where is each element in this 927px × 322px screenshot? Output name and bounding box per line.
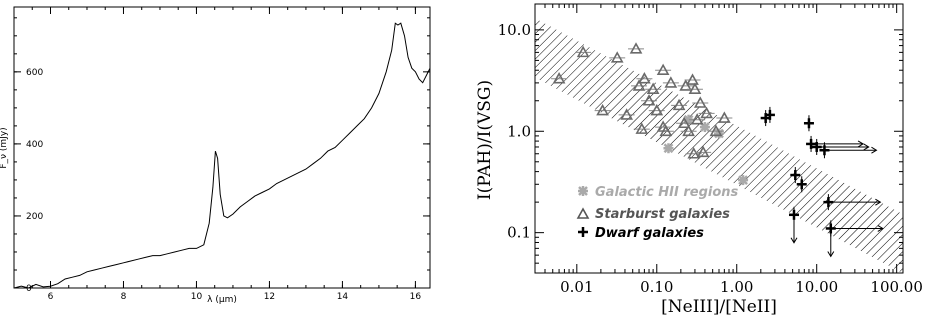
- limit-arrowhead-right: [863, 143, 870, 151]
- legend-label-galactic-hii: Galactic HII regions: [595, 185, 739, 200]
- spectrum-panel: 6 8 10 12 14 16 0 200 400 600 λ (μm) F_ν (mJy): [0, 6, 431, 305]
- limit-arrowhead-right: [857, 140, 865, 148]
- spectrum-x-tick-label: 16: [410, 292, 422, 302]
- starburst-point: [642, 94, 656, 106]
- asterisk-stroke: [663, 143, 674, 154]
- scatter-panel: 0.01 0.10 1.00 10.00 100.00 0.1 1.0 10.0 [NeIII…: [475, 3, 923, 317]
- spectrum-plot-frame: [13, 6, 431, 289]
- starburst-point: [688, 82, 702, 94]
- spectrum-axis-ticks: 6 8 10 12 14 16 0 200 400 600: [13, 7, 430, 302]
- starburst-point: [700, 106, 713, 119]
- scatter-y-tick-label: 1.0: [507, 122, 531, 140]
- starburst-point: [552, 72, 566, 84]
- galactic-hii-point: [699, 122, 710, 133]
- spectrum-y-tick-label: 0: [26, 284, 32, 294]
- spectrum-line: [14, 22, 430, 288]
- spectrum-x-axis-label: λ (μm): [207, 295, 237, 305]
- asterisk-marker-icon: [578, 186, 588, 196]
- starburst-point: [677, 116, 691, 129]
- starburst-point: [664, 76, 678, 88]
- asterisk-stroke: [738, 175, 748, 185]
- starburst-point: [629, 42, 643, 54]
- scatter-x-tick-label: 100.00: [870, 278, 923, 296]
- scatter-legend: Galactic HII regions Starburst galaxies …: [576, 185, 739, 241]
- limit-arrowhead-down: [790, 237, 798, 244]
- spectrum-y-tick-label: 600: [26, 68, 43, 78]
- scatter-x-axis-label: [NeIII]/[NeII]: [661, 297, 777, 317]
- scatter-y-tick-label: 0.1: [507, 224, 531, 242]
- legend-label-starburst: Starburst galaxies: [595, 207, 730, 222]
- limit-arrowhead-right: [875, 198, 882, 206]
- dwarf-point: [803, 118, 814, 129]
- starburst-point: [687, 147, 701, 159]
- spectrum-x-tick-label: 14: [337, 292, 349, 302]
- starburst-point: [686, 73, 699, 85]
- triangle-marker-icon: [576, 207, 590, 219]
- starburst-point: [576, 45, 590, 58]
- cross-marker-icon: [578, 227, 588, 237]
- spectrum-x-tick-label: 10: [191, 292, 203, 302]
- scatter-y-axis-label: I(PAH)/I(VSG): [475, 80, 495, 200]
- starburst-point: [646, 82, 660, 94]
- starburst-point: [690, 113, 704, 125]
- spectrum-x-tick-label: 8: [121, 292, 127, 302]
- starburst-point: [638, 72, 651, 84]
- dwarf-point: [796, 179, 807, 190]
- legend-item-galactic-hii: Galactic HII regions: [578, 185, 739, 200]
- starburst-point: [717, 111, 731, 123]
- dwarf-point: [790, 170, 801, 181]
- dwarf-point: [764, 109, 775, 120]
- legend-item-starburst: Starburst galaxies: [576, 207, 730, 222]
- galactic-hii-point: [663, 143, 674, 154]
- starburst-point: [656, 63, 670, 76]
- spectrum-y-tick-label: 400: [26, 140, 43, 150]
- starburst-point: [672, 98, 686, 111]
- galactic-hii-point: [714, 128, 724, 139]
- scatter-x-tick-label: 0.01: [560, 278, 593, 296]
- correlation-band: [535, 18, 903, 273]
- legend-item-dwarf: Dwarf galaxies: [578, 226, 704, 241]
- scatter-x-tick-label: 10.00: [795, 278, 838, 296]
- asterisk-stroke: [700, 122, 710, 132]
- legend-label-dwarf: Dwarf galaxies: [595, 226, 704, 241]
- limit-arrowhead-right: [871, 146, 878, 154]
- spectrum-y-tick-label: 200: [26, 212, 43, 222]
- spectrum-y-axis-label: F_ν (mJy): [0, 127, 9, 168]
- scatter-x-tick-label: 1.00: [720, 278, 753, 296]
- starburst-point: [620, 108, 634, 120]
- limit-arrowhead-right: [877, 225, 884, 232]
- scatter-x-tick-label: 0.10: [640, 278, 673, 296]
- starburst-point: [610, 51, 624, 63]
- starburst-point: [693, 96, 707, 108]
- starburst-point: [696, 145, 710, 158]
- limit-arrowhead-down: [827, 251, 835, 258]
- starburst-point: [659, 124, 673, 137]
- starburst-point: [709, 124, 723, 137]
- starburst-point: [632, 79, 646, 91]
- starburst-point: [650, 103, 664, 116]
- starburst-point: [596, 103, 609, 116]
- scatter-points: [551, 42, 884, 258]
- starburst-point: [679, 79, 693, 91]
- galactic-hii-point: [738, 175, 749, 186]
- spectrum-x-tick-label: 6: [48, 292, 54, 302]
- scatter-y-tick-label: 10.0: [498, 21, 531, 39]
- starburst-point: [682, 124, 695, 137]
- starburst-point: [635, 122, 649, 134]
- spectrum-x-tick-label: 12: [264, 292, 275, 302]
- scatter-axis-ticks: 0.01 0.10 1.00 10.00 100.00 0.1 1.0 10.0: [498, 4, 923, 296]
